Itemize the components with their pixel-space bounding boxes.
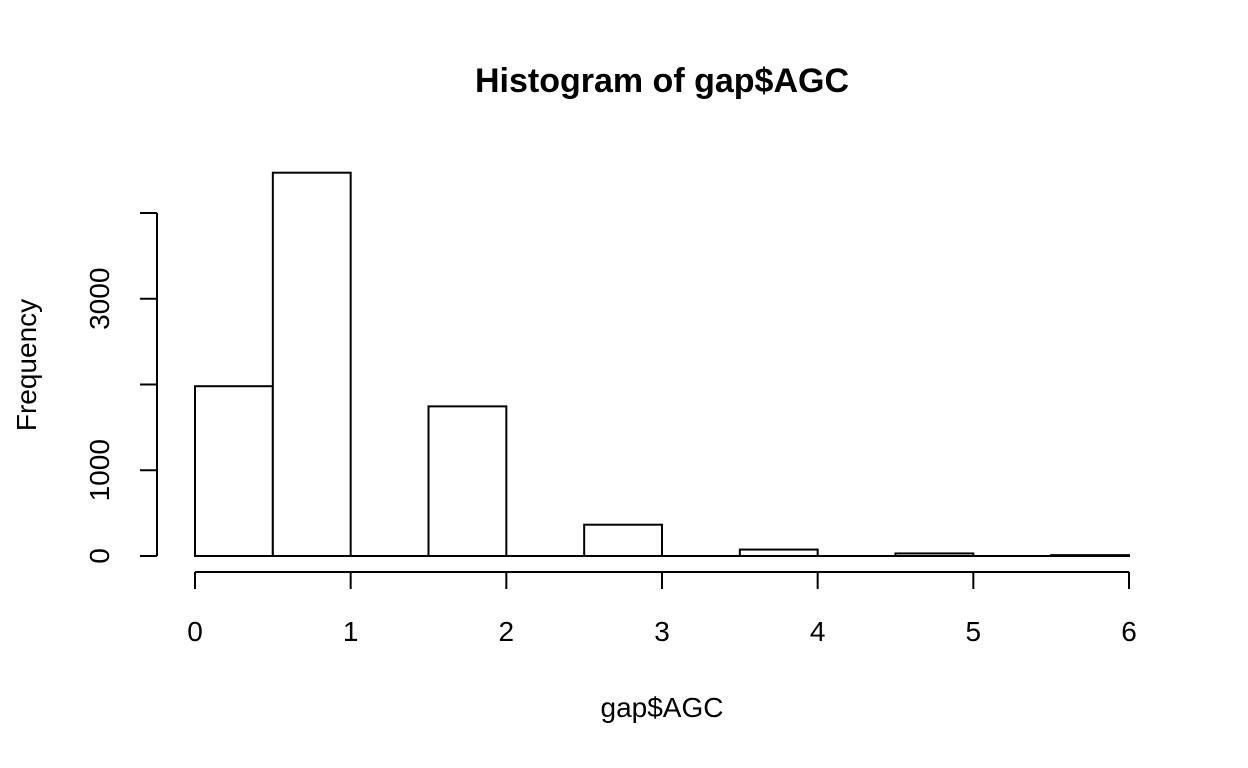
histogram-bar-0 xyxy=(194,385,274,557)
y-tick-label-1: 1000 xyxy=(84,439,115,501)
x-axis-label: gap$AGC xyxy=(601,692,724,723)
histogram-bar-3 xyxy=(427,405,508,557)
histogram-bar-7 xyxy=(738,548,819,557)
histogram-bar-5 xyxy=(583,523,664,557)
y-tick-label-3: 3000 xyxy=(84,268,115,330)
x-tick-label-0: 0 xyxy=(187,616,203,647)
x-tick-label-3: 3 xyxy=(654,616,670,647)
x-tick-label-2: 2 xyxy=(499,616,515,647)
histogram-bar-11 xyxy=(1050,554,1130,558)
x-tick-label-6: 6 xyxy=(1121,616,1137,647)
x-tick-label-4: 4 xyxy=(810,616,826,647)
y-axis: 0 1000 3000 xyxy=(84,212,158,564)
x-tick-label-1: 1 xyxy=(343,616,359,647)
histogram-bar-9 xyxy=(894,552,975,557)
x-tick-label-5: 5 xyxy=(966,616,982,647)
x-axis: 0 1 2 3 4 5 6 xyxy=(187,571,1137,647)
y-axis-label: Frequency xyxy=(11,299,42,431)
histogram-bar-1 xyxy=(271,171,352,557)
chart-title: Histogram of gap$AGC xyxy=(475,62,849,100)
y-tick-label-0: 0 xyxy=(84,548,115,564)
bars-group xyxy=(194,171,1130,558)
